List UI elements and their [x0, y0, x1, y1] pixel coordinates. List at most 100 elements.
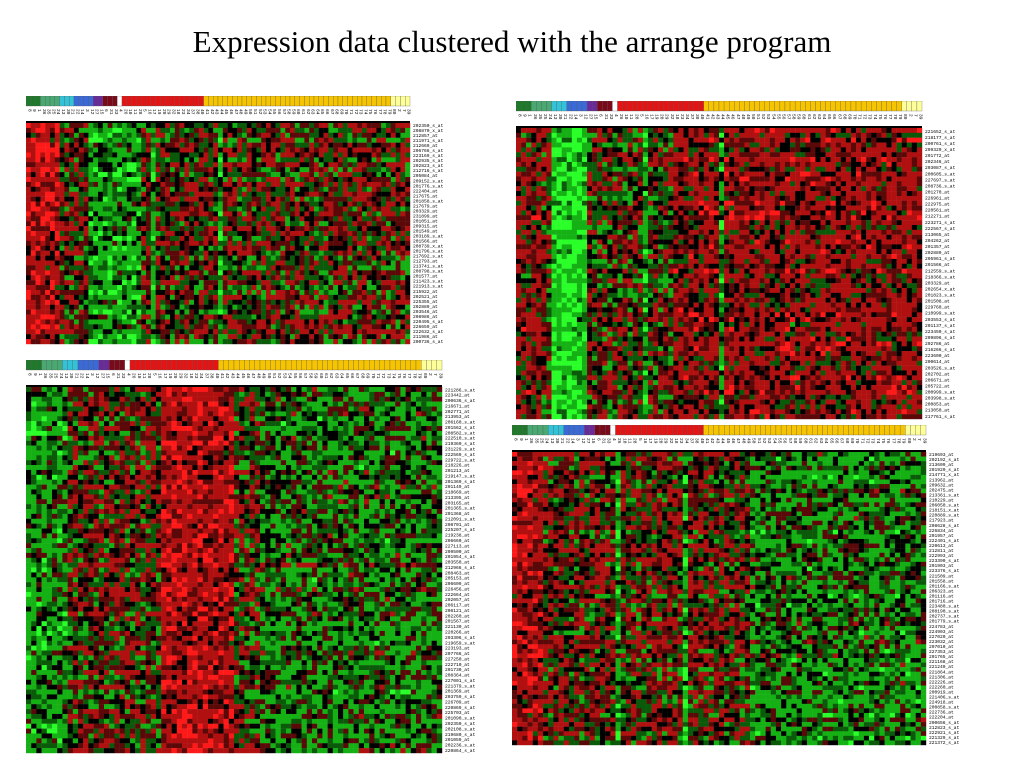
heatmap-cell	[275, 245, 281, 251]
color-band-cell	[347, 96, 353, 107]
heatmap-cell	[521, 128, 527, 134]
heatmap-cell	[35, 299, 41, 305]
heatmap-cell	[194, 196, 199, 202]
heatmap-cell	[242, 250, 247, 256]
row-label: 203189_s_at	[413, 234, 444, 240]
heatmap-cell	[724, 132, 730, 138]
heatmap-cell	[26, 123, 31, 129]
heatmap-cell	[304, 196, 310, 202]
heatmap-cell	[74, 132, 79, 138]
heatmap-cell	[352, 250, 358, 256]
heatmap-cell	[703, 157, 710, 163]
row-label: 211971_s_at	[413, 138, 444, 144]
heatmap-cell	[531, 142, 537, 148]
heatmap-cell	[526, 176, 532, 182]
heatmap-cell	[189, 211, 195, 217]
heatmap-cell	[386, 132, 391, 138]
heatmap-cell	[381, 255, 387, 261]
heatmap-cell	[112, 167, 118, 173]
heatmap-cell	[362, 211, 367, 217]
heatmap-cell	[150, 181, 156, 188]
heatmap-cell	[251, 221, 257, 227]
heatmap-cell	[170, 152, 175, 158]
heatmap-cell	[261, 285, 267, 291]
heatmap-cell	[107, 137, 113, 143]
heatmap-cell	[213, 181, 219, 188]
heatmap-cell	[304, 226, 310, 232]
heatmap-cell	[54, 123, 60, 129]
color-band-cell	[703, 101, 709, 112]
heatmap-cell	[246, 211, 252, 217]
heatmap-cell	[78, 250, 84, 256]
heatmap-cell	[150, 329, 156, 335]
heatmap-cell	[184, 304, 190, 310]
heatmap-cell	[194, 275, 199, 281]
heatmap-cell	[352, 201, 358, 207]
heatmap-cell	[35, 270, 41, 276]
heatmap-cell	[242, 177, 247, 183]
heatmap-cell	[299, 147, 305, 153]
heatmap-cell	[911, 147, 918, 153]
heatmap-cell	[602, 176, 608, 182]
heatmap-cell	[59, 191, 65, 197]
heatmap-cell	[362, 309, 367, 315]
heatmap-cell	[376, 329, 382, 335]
color-band-cell	[45, 96, 51, 107]
heatmap-cell	[275, 142, 281, 148]
heatmap-cell	[294, 265, 300, 271]
heatmap-cell	[347, 265, 353, 271]
heatmap-cell	[294, 123, 300, 129]
heatmap-cell	[845, 128, 852, 134]
heatmap-cell	[59, 177, 65, 183]
heatmap-cell	[136, 294, 142, 300]
heatmap-cell	[218, 309, 223, 315]
heatmap-cell	[98, 201, 103, 207]
heatmap-cell	[232, 157, 238, 163]
heatmap-cell	[155, 201, 161, 207]
heatmap-cell	[304, 181, 310, 188]
heatmap-cell	[126, 250, 132, 256]
heatmap-cell	[208, 245, 214, 251]
heatmap-cell	[386, 265, 391, 271]
heatmap-cell	[213, 285, 219, 291]
heatmap-cell	[165, 324, 171, 330]
heatmap-cell	[40, 324, 46, 330]
heatmap-cell	[203, 181, 209, 188]
heatmap-cell	[390, 245, 396, 251]
heatmap-cell	[131, 309, 137, 315]
heatmap-cell	[69, 270, 75, 276]
heatmap-cell	[40, 186, 46, 192]
heatmap-cell	[232, 186, 238, 192]
heatmap-cell	[64, 167, 70, 173]
heatmap-cell	[198, 127, 204, 134]
color-band-cell	[136, 96, 142, 107]
heatmap-cell	[160, 299, 166, 305]
heatmap-cell	[754, 171, 760, 177]
heatmap-cell	[357, 294, 363, 300]
heatmap-cell	[734, 152, 740, 158]
heatmap-cell	[386, 162, 391, 168]
heatmap-cell	[270, 221, 276, 227]
heatmap-cell	[405, 211, 411, 217]
heatmap-cell	[270, 162, 276, 168]
heatmap-cell	[54, 260, 60, 266]
heatmap-cell	[366, 299, 372, 305]
heatmap-cell	[285, 123, 291, 129]
column-label: 28	[137, 109, 143, 115]
heatmap-cell	[734, 186, 740, 192]
heatmap-cell	[141, 275, 147, 281]
heatmap-cell	[386, 216, 391, 222]
heatmap-cell	[587, 176, 593, 182]
column-label: 24	[55, 109, 61, 115]
column-label: 4	[118, 109, 124, 112]
heatmap-cell	[607, 152, 613, 158]
heatmap-cell	[117, 201, 123, 207]
heatmap-cell	[309, 240, 315, 246]
color-band-cell	[708, 101, 715, 112]
heatmap-cell	[270, 216, 276, 222]
heatmap-cell	[54, 152, 60, 158]
heatmap-cell	[764, 128, 770, 134]
heatmap-cell	[561, 132, 567, 138]
heatmap-cell	[117, 221, 123, 227]
heatmap-cell	[78, 191, 84, 197]
